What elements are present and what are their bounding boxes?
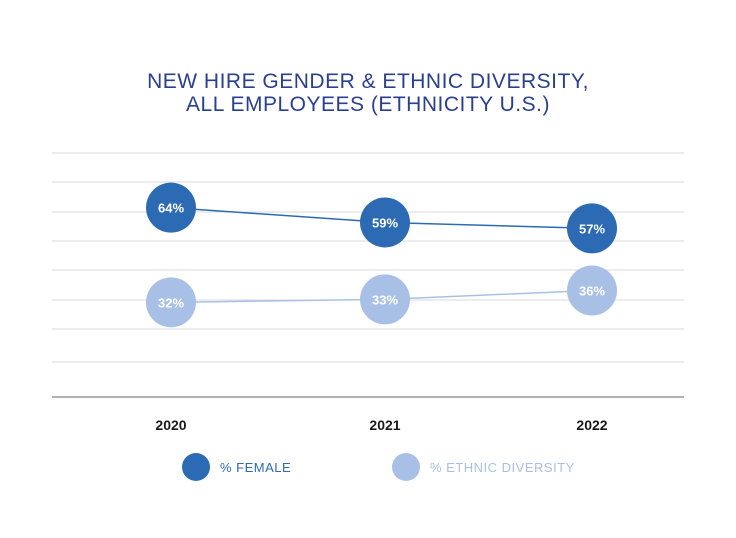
female-label-2021: 59% [372, 215, 398, 230]
legend-ethnic-label: % ETHNIC DIVERSITY [430, 460, 575, 475]
ethnic-point-2022 [567, 265, 617, 316]
x-tick-label-2020: 2020 [155, 417, 186, 433]
legend-female-label: % FEMALE [220, 460, 291, 475]
chart-title-line-2: ALL EMPLOYEES (ETHNICITY U.S.) [186, 93, 550, 116]
data-points: 64% 59% 57% 32% 33% 36% [146, 182, 617, 328]
female-label-2022: 57% [579, 221, 605, 236]
female-point-2022 [567, 203, 617, 254]
x-tick-label-2021: 2021 [369, 417, 400, 433]
x-axis-labels: 2020 2021 2022 [155, 417, 607, 433]
chart-title-line-1: NEW HIRE GENDER & ETHNIC DIVERSITY, [147, 70, 589, 93]
legend-female-marker [182, 453, 210, 481]
female-point-2021 [360, 197, 410, 248]
x-tick-label-2022: 2022 [576, 417, 607, 433]
female-label-2020: 64% [158, 201, 184, 216]
female-point-2020 [146, 182, 196, 233]
ethnic-label-2022: 36% [579, 283, 605, 298]
legend: % FEMALE % ETHNIC DIVERSITY [182, 453, 575, 481]
ethnic-label-2020: 32% [158, 295, 184, 310]
legend-ethnic-marker [392, 453, 420, 481]
ethnic-point-2020 [146, 277, 196, 328]
ethnic-point-2021 [360, 274, 410, 325]
ethnic-label-2021: 33% [372, 292, 398, 307]
